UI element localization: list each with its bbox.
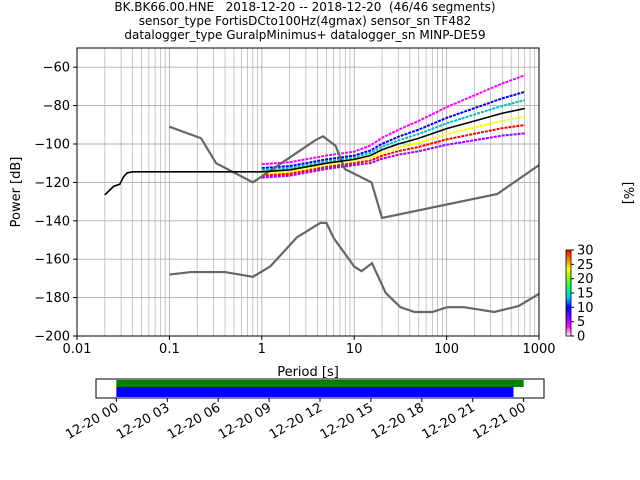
x-tick-label: 1 xyxy=(258,342,266,357)
y-tick-label: −100 xyxy=(34,138,70,153)
density-band xyxy=(261,90,525,169)
colorbar-label: [%] xyxy=(620,182,635,205)
x-tick-label: 0.1 xyxy=(159,342,180,357)
noise-model-nlnm xyxy=(169,221,540,314)
density-band xyxy=(261,99,525,171)
y-tick-label: −200 xyxy=(34,330,70,345)
density-band xyxy=(261,124,525,177)
x-tick-label: 0.01 xyxy=(63,342,92,357)
colorbar-tick-label: 0 xyxy=(577,330,585,345)
y-axis-ticks: −200 −180 −160 −140 −120 −100 −80 −60 xyxy=(34,61,77,345)
noise-model-nhnm xyxy=(169,125,540,220)
x-axis-ticks: 0.01 0.1 1 10 100 1000 xyxy=(63,336,556,357)
mode-line xyxy=(104,107,525,196)
timeline-tick-label: 12-20 09 xyxy=(216,400,274,442)
timeline-bar-used-data xyxy=(116,380,524,387)
y-tick-label: −180 xyxy=(34,291,70,306)
colorbar-tick-label: 15 xyxy=(577,287,594,302)
timeline-tick-label: 12-20 06 xyxy=(165,400,223,442)
timeline-tick-label: 12-20 21 xyxy=(420,400,478,442)
mode-curve xyxy=(104,107,525,196)
timeline-tick-label: 12-20 12 xyxy=(267,400,325,442)
chart-title-line-2: sensor_type FortisDCto100Hz(4gmax) senso… xyxy=(138,14,472,28)
y-tick-label: −60 xyxy=(43,61,70,76)
timeline-tick-label: 12-20 15 xyxy=(318,400,376,442)
x-tick-label: 100 xyxy=(434,342,459,357)
y-tick-label: −160 xyxy=(34,253,70,268)
x-axis-label: Period [s] xyxy=(277,365,339,380)
x-tick-label: 10 xyxy=(346,342,363,357)
timeline-tick-label: 12-20 00 xyxy=(63,400,121,442)
colorbar-tick-label: 25 xyxy=(577,258,594,273)
plot-frame xyxy=(76,47,540,337)
y-tick-label: −120 xyxy=(34,176,70,191)
timeline-tick-label: 12-21 00 xyxy=(471,400,529,442)
chart-title-line-3: datalogger_type GuralpMinimus+ datalogge… xyxy=(124,28,486,42)
timeline-tick-label: 12-20 18 xyxy=(369,400,427,442)
density-band xyxy=(261,74,526,166)
x-tick-label: 1000 xyxy=(522,342,555,357)
colorbar-gradient xyxy=(565,249,572,337)
y-tick-label: −140 xyxy=(34,214,70,229)
density-bands xyxy=(261,74,526,179)
colorbar-tick-label: 5 xyxy=(577,315,585,330)
y-tick-label: −80 xyxy=(43,99,70,114)
colorbar-tick-label: 10 xyxy=(577,301,594,316)
colorbar-tick-label: 20 xyxy=(577,272,594,287)
timeline-bar-all-data xyxy=(116,387,514,397)
grid xyxy=(76,48,539,337)
density-band xyxy=(261,132,525,179)
noise-models xyxy=(169,125,540,314)
colorbar-tick-label: 30 xyxy=(577,244,594,259)
chart-title-line-1: BK.BK66.00.HNE 2018-12-20 -- 2018-12-20 … xyxy=(114,0,496,14)
y-axis-label: Power [dB] xyxy=(9,157,24,228)
timeline-tick-label: 12-20 03 xyxy=(114,400,172,442)
